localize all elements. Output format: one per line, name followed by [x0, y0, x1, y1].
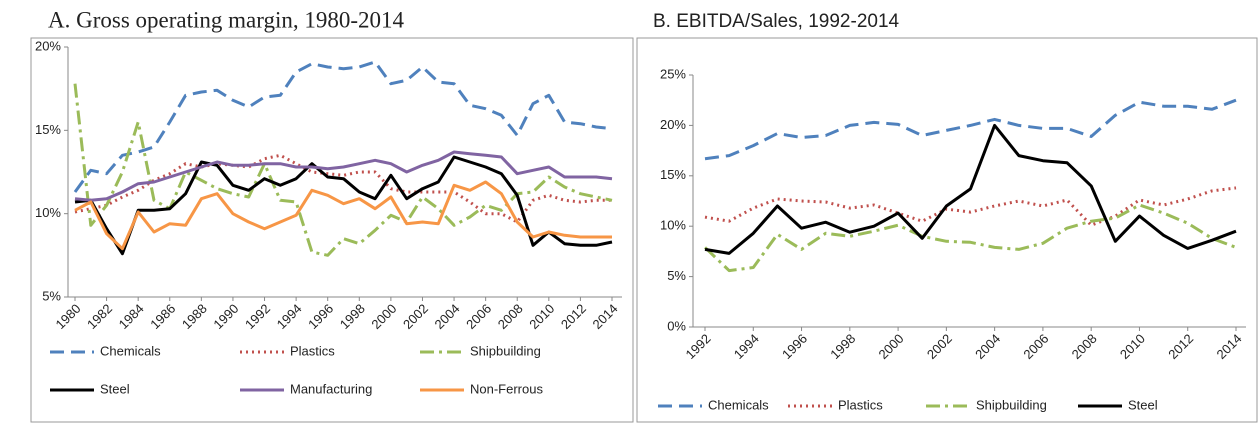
x-tick-label: 2014	[589, 301, 620, 332]
x-tick-label: 1994	[274, 301, 305, 332]
x-tick-label: 1988	[179, 301, 210, 332]
legend-label: Shipbuilding	[976, 397, 1047, 412]
x-tick-label: 1992	[242, 301, 273, 332]
x-tick-label: 1992	[682, 331, 713, 362]
x-tick-label: 1994	[731, 331, 762, 362]
x-tick-label: 2012	[558, 301, 589, 332]
legend-label: Steel	[1128, 397, 1158, 412]
y-tick-label: 5%	[667, 268, 686, 283]
legend-label: Chemicals	[708, 397, 769, 412]
x-tick-label: 2004	[972, 331, 1003, 362]
x-tick-label: 1996	[305, 301, 336, 332]
series-line	[74, 155, 613, 256]
x-tick-label: 2000	[368, 301, 399, 332]
series-line	[74, 180, 612, 251]
legend-label: Shipbuilding	[470, 343, 541, 358]
y-tick-label: 5%	[42, 288, 61, 303]
x-tick-label: 2006	[463, 301, 494, 332]
x-tick-label: 1982	[84, 301, 115, 332]
x-tick-label: 2002	[924, 331, 955, 362]
series-line	[73, 60, 613, 193]
series-line	[704, 98, 1237, 161]
x-tick-label: 2010	[1117, 331, 1148, 362]
legend-label: Steel	[100, 381, 130, 396]
series-line	[703, 203, 1237, 273]
x-tick-label: 2006	[1020, 331, 1051, 362]
y-tick-label: 10%	[35, 205, 61, 220]
panel-a-title: A. Gross operating margin, 1980-2014	[48, 7, 405, 32]
series-line	[704, 123, 1237, 255]
x-tick-label: 2002	[400, 301, 431, 332]
panel-b-frame	[636, 37, 1258, 423]
x-tick-label: 1996	[779, 331, 810, 362]
x-tick-label: 2014	[1213, 331, 1244, 362]
x-tick-label: 1998	[827, 331, 858, 362]
y-tick-label: 25%	[660, 66, 686, 81]
y-tick-label: 20%	[660, 117, 686, 132]
x-tick-label: 2010	[526, 301, 557, 332]
legend-label: Manufacturing	[290, 381, 372, 396]
y-tick-label: 15%	[660, 167, 686, 182]
x-tick-label: 2004	[432, 301, 463, 332]
series-line	[74, 150, 613, 202]
x-tick-label: 1986	[147, 301, 178, 332]
series-line	[704, 186, 1237, 227]
y-tick-label: 15%	[35, 122, 61, 137]
x-tick-label: 2000	[876, 331, 907, 362]
x-tick-label: 2012	[1165, 331, 1196, 362]
y-tick-label: 20%	[35, 38, 61, 53]
x-tick-label: 1990	[210, 301, 241, 332]
y-tick-label: 10%	[660, 218, 686, 233]
legend-label: Plastics	[838, 397, 883, 412]
x-tick-label: 1998	[337, 301, 368, 332]
series-line	[74, 153, 612, 224]
x-tick-label: 2008	[495, 301, 526, 332]
legend-label: Plastics	[290, 343, 335, 358]
panel-b-title: B. EBITDA/Sales, 1992-2014	[653, 11, 900, 32]
x-tick-label: 1984	[116, 301, 147, 332]
y-tick-label: 0%	[667, 318, 686, 333]
legend-label: Chemicals	[100, 343, 161, 358]
x-tick-label: 1980	[52, 301, 83, 332]
legend-label: Non-Ferrous	[470, 381, 543, 396]
panel-a-frame	[30, 37, 634, 423]
x-tick-label: 2008	[1069, 331, 1100, 362]
